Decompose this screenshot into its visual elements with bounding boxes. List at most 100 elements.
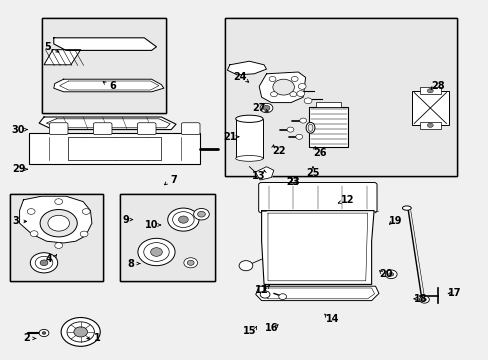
- Polygon shape: [54, 79, 163, 92]
- Bar: [235, 119, 263, 158]
- Bar: [10, 194, 102, 281]
- Text: 18: 18: [413, 294, 427, 304]
- Circle shape: [239, 261, 252, 271]
- Circle shape: [289, 92, 296, 97]
- Circle shape: [143, 243, 169, 261]
- Circle shape: [197, 211, 205, 217]
- Circle shape: [67, 322, 94, 342]
- Polygon shape: [261, 211, 373, 284]
- Circle shape: [263, 105, 269, 111]
- Polygon shape: [39, 117, 176, 130]
- Text: 13: 13: [252, 171, 265, 181]
- Circle shape: [299, 118, 306, 123]
- Circle shape: [80, 231, 88, 237]
- Text: 23: 23: [286, 177, 300, 187]
- Circle shape: [138, 238, 175, 266]
- Ellipse shape: [402, 206, 410, 210]
- Text: 2: 2: [23, 333, 30, 343]
- Circle shape: [419, 296, 428, 303]
- Text: 5: 5: [44, 42, 51, 52]
- Circle shape: [40, 210, 77, 237]
- Ellipse shape: [305, 122, 314, 133]
- Circle shape: [427, 89, 432, 93]
- Text: 11: 11: [254, 285, 268, 295]
- Circle shape: [187, 260, 194, 265]
- Bar: [120, 194, 215, 281]
- Text: 25: 25: [305, 168, 319, 178]
- Circle shape: [39, 329, 49, 337]
- Text: 12: 12: [340, 195, 353, 205]
- Bar: [41, 18, 166, 113]
- Text: 23: 23: [286, 177, 300, 187]
- Text: 10: 10: [144, 220, 158, 230]
- Ellipse shape: [235, 156, 263, 161]
- Text: 29: 29: [12, 164, 25, 174]
- Circle shape: [291, 76, 298, 81]
- Polygon shape: [255, 286, 378, 301]
- Text: 14: 14: [325, 314, 339, 324]
- Circle shape: [296, 91, 304, 96]
- Circle shape: [30, 231, 38, 237]
- Text: 24: 24: [232, 72, 246, 82]
- FancyBboxPatch shape: [258, 183, 376, 213]
- Text: 27: 27: [252, 103, 265, 113]
- Text: 7: 7: [170, 175, 177, 185]
- Polygon shape: [259, 72, 305, 103]
- Circle shape: [388, 273, 393, 276]
- Circle shape: [304, 98, 311, 104]
- Bar: [120, 194, 215, 281]
- Text: 20: 20: [379, 269, 392, 279]
- Bar: [316, 102, 340, 107]
- Circle shape: [278, 294, 286, 300]
- Bar: [10, 194, 102, 281]
- FancyBboxPatch shape: [137, 123, 156, 135]
- Text: 19: 19: [388, 216, 402, 226]
- Polygon shape: [20, 196, 92, 243]
- FancyBboxPatch shape: [49, 123, 68, 135]
- Circle shape: [268, 76, 275, 81]
- Bar: [29, 133, 200, 164]
- Circle shape: [270, 92, 277, 97]
- Polygon shape: [227, 61, 266, 75]
- Ellipse shape: [307, 124, 312, 131]
- Polygon shape: [44, 50, 81, 65]
- Polygon shape: [255, 167, 273, 180]
- FancyBboxPatch shape: [181, 123, 200, 135]
- Text: 4: 4: [45, 254, 52, 264]
- Text: 30: 30: [12, 125, 25, 135]
- Ellipse shape: [235, 115, 263, 122]
- Text: 15: 15: [242, 326, 256, 336]
- Circle shape: [74, 327, 87, 337]
- Circle shape: [178, 216, 188, 223]
- Circle shape: [260, 103, 272, 113]
- Circle shape: [385, 270, 396, 279]
- Bar: [411, 91, 448, 125]
- Circle shape: [40, 260, 48, 266]
- Circle shape: [422, 298, 426, 301]
- Text: 22: 22: [271, 146, 285, 156]
- Text: 16: 16: [264, 323, 278, 333]
- Circle shape: [35, 256, 53, 269]
- Circle shape: [193, 208, 209, 220]
- Circle shape: [150, 248, 162, 256]
- Circle shape: [167, 208, 199, 231]
- FancyBboxPatch shape: [93, 123, 112, 135]
- Circle shape: [61, 318, 100, 346]
- Polygon shape: [54, 38, 156, 50]
- Circle shape: [27, 209, 35, 214]
- Circle shape: [172, 212, 194, 228]
- Text: 21: 21: [223, 132, 236, 142]
- Text: 3: 3: [12, 216, 19, 226]
- Text: 8: 8: [127, 258, 134, 269]
- Text: 17: 17: [447, 288, 461, 298]
- Text: 28: 28: [430, 81, 444, 91]
- Bar: [308, 107, 347, 147]
- Circle shape: [260, 291, 269, 298]
- Bar: [68, 137, 161, 160]
- Circle shape: [30, 253, 58, 273]
- Text: 9: 9: [122, 215, 129, 225]
- Circle shape: [295, 134, 302, 139]
- Text: 6: 6: [109, 81, 116, 91]
- Bar: [224, 18, 456, 176]
- Bar: [41, 18, 166, 113]
